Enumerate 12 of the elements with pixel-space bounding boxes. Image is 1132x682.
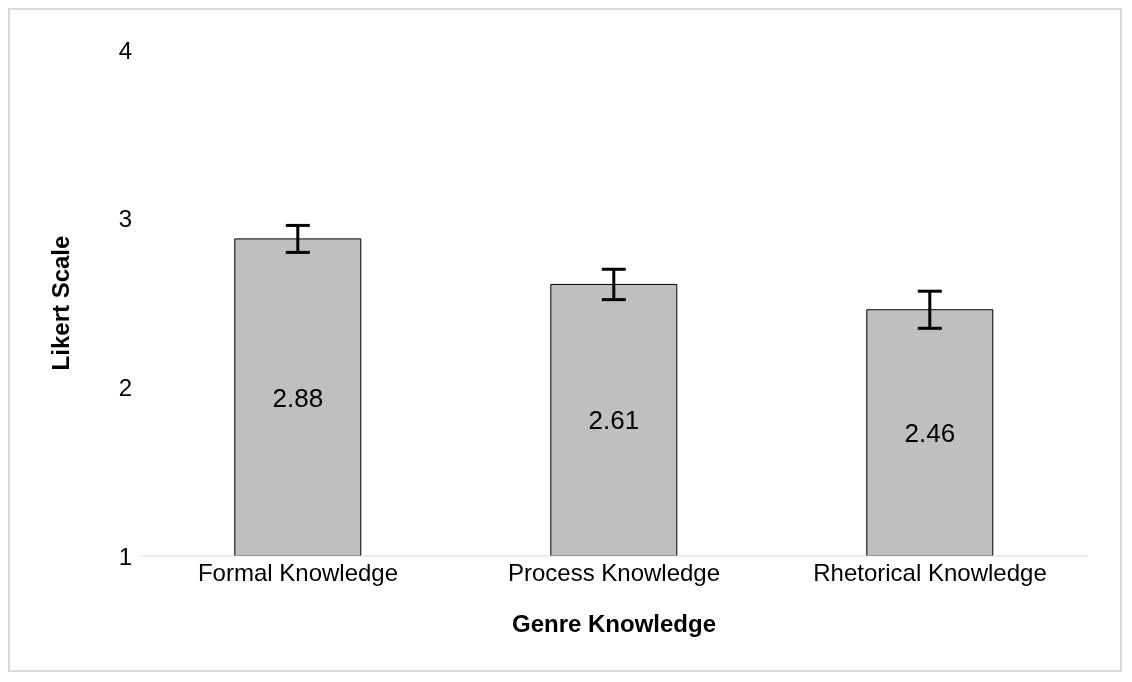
y-axis-title: Likert Scale [46,235,74,371]
data-label: 2.46 [904,418,956,449]
x-axis-title: Genre Knowledge [511,610,717,637]
x-tick-label: Process Knowledge [507,559,721,587]
y-tick-label: 1 [118,542,132,570]
x-tick-label: Rhetorical Knowledge [813,559,1047,587]
x-tick-label: Formal Knowledge [197,559,399,587]
data-label: 2.88 [272,382,324,413]
y-tick-label: 3 [118,205,132,233]
data-label: 2.61 [588,405,640,436]
y-tick-label: 4 [118,36,132,64]
y-tick-label: 2 [118,373,132,401]
